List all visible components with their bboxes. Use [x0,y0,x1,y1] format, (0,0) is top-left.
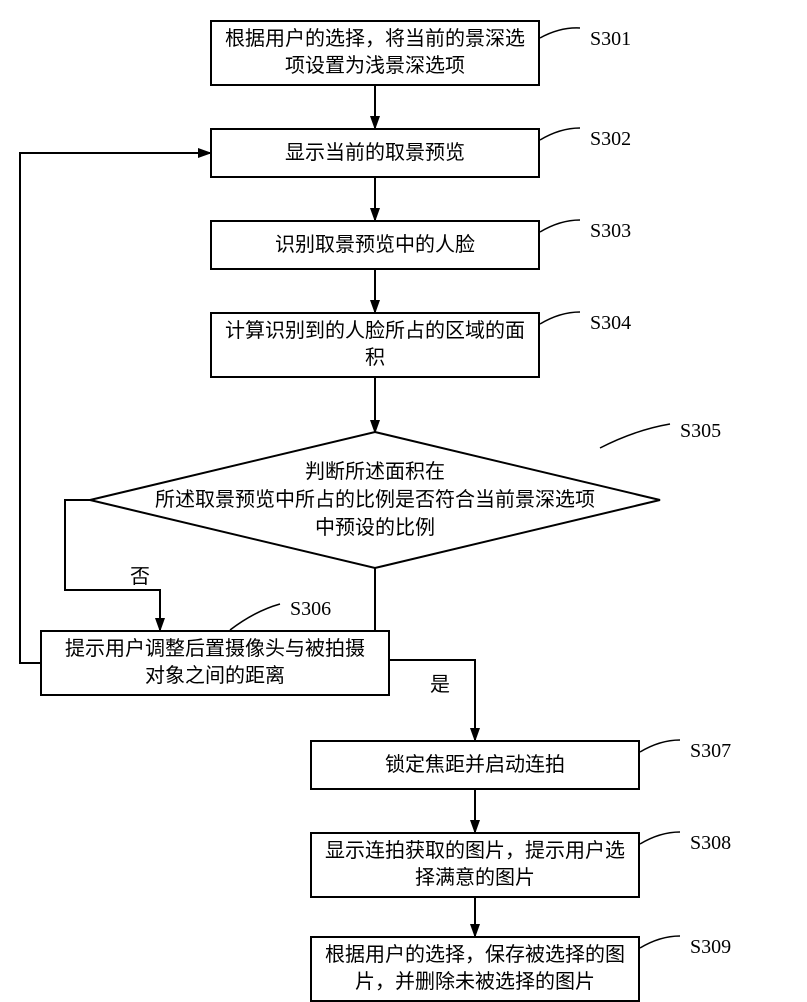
edge-label: 是 [430,668,450,697]
flow-node-s309: 根据用户的选择，保存被选择的图片，并删除未被选择的图片 [310,936,640,1002]
flow-node-s304: 计算识别到的人脸所占的区域的面积 [210,312,540,378]
flow-node-text: 提示用户调整后置摄像头与被拍摄对象之间的距离 [65,636,365,690]
flowchart-canvas: 根据用户的选择，将当前的景深选项设置为浅景深选项 S301 显示当前的取景预览 S30… [0,0,807,1000]
flow-node-s301: 根据用户的选择，将当前的景深选项设置为浅景深选项 [210,20,540,86]
step-label-s301: S301 [590,28,631,51]
flow-node-text: 计算识别到的人脸所占的区域的面积 [225,318,525,372]
flow-node-text: 显示连拍获取的图片，提示用户选择满意的图片 [325,838,625,892]
flow-node-s305: 判断所述面积在所述取景预览中所占的比例是否符合当前景深选项中预设的比例 [126,441,625,560]
step-label-s305: S305 [680,420,721,443]
step-label-s303: S303 [590,220,631,243]
flow-node-s306: 提示用户调整后置摄像头与被拍摄对象之间的距离 [40,630,390,696]
flow-node-text: 显示当前的取景预览 [285,140,465,167]
step-label-s309: S309 [690,936,731,959]
flow-node-text: 根据用户的选择，将当前的景深选项设置为浅景深选项 [225,26,525,80]
flow-node-text: 锁定焦距并启动连拍 [385,752,565,779]
flow-node-s307: 锁定焦距并启动连拍 [310,740,640,790]
flow-node-text: 判断所述面积在所述取景预览中所占的比例是否符合当前景深选项中预设的比例 [155,458,595,542]
step-label-s307: S307 [690,740,731,763]
edge-label: 否 [130,560,150,589]
flow-node-text: 根据用户的选择，保存被选择的图片，并删除未被选择的图片 [325,942,625,996]
flow-node-text: 识别取景预览中的人脸 [275,232,475,259]
step-label-s306: S306 [290,598,331,621]
flow-node-s302: 显示当前的取景预览 [210,128,540,178]
flow-node-s303: 识别取景预览中的人脸 [210,220,540,270]
flow-node-s308: 显示连拍获取的图片，提示用户选择满意的图片 [310,832,640,898]
step-label-s308: S308 [690,832,731,855]
step-label-s304: S304 [590,312,631,335]
step-label-s302: S302 [590,128,631,151]
